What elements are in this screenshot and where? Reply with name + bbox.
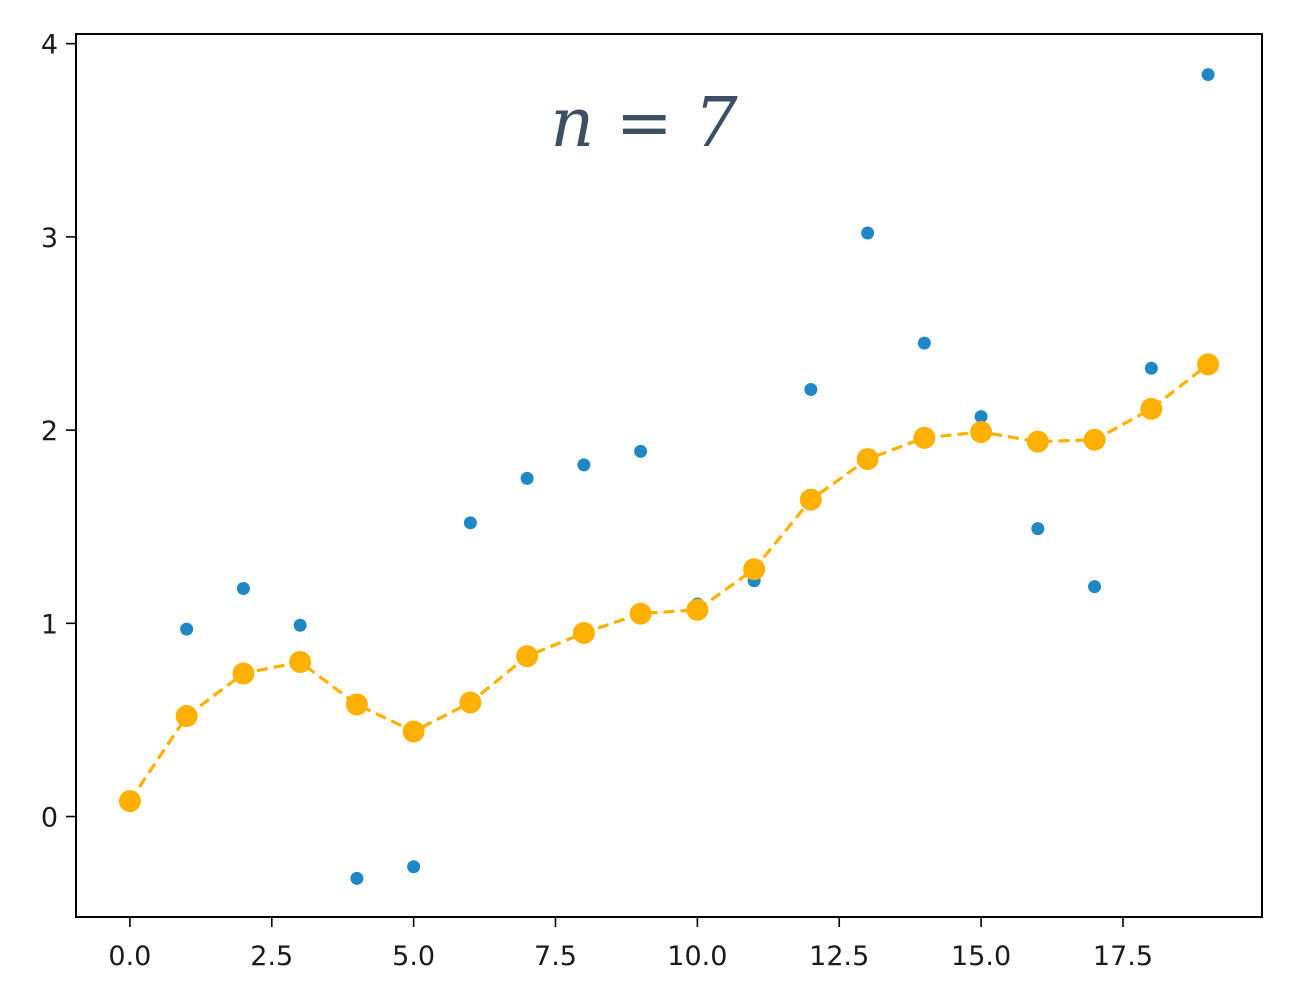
scatter-point: [407, 860, 421, 874]
smoothed-marker: [289, 650, 312, 673]
y-tick-label: 2: [41, 416, 58, 447]
scatter-point: [1031, 522, 1045, 536]
smoothed-marker: [572, 621, 595, 644]
smoothed-marker: [118, 790, 141, 813]
scatter-point: [180, 622, 194, 636]
scatter-point: [861, 226, 875, 240]
smoothed-marker: [1026, 430, 1049, 453]
smoothed-marker: [970, 421, 993, 444]
smoothed-marker: [799, 488, 822, 511]
smoothed-marker: [232, 662, 255, 685]
x-tick-label: 15.0: [951, 941, 1011, 972]
smoothed-marker: [1197, 353, 1220, 376]
smoothed-marker: [913, 426, 936, 449]
scatter-point: [1201, 68, 1215, 82]
scatter-point: [804, 383, 818, 397]
scatter-point: [350, 871, 364, 885]
x-tick-label: 2.5: [250, 941, 293, 972]
x-tick-label: 10.0: [667, 941, 727, 972]
scatter-point: [463, 516, 477, 530]
y-tick-label: 1: [41, 609, 58, 640]
smoothed-marker: [516, 645, 539, 668]
smoothed-marker: [402, 720, 425, 743]
x-tick-label: 7.5: [534, 941, 577, 972]
y-axis: 0 1 2 3 4: [41, 30, 76, 834]
smoothed-marker: [175, 705, 198, 728]
x-tick-label: 17.5: [1093, 941, 1153, 972]
series-layer: [118, 68, 1220, 885]
scatter-point: [974, 410, 988, 424]
plot-frame: [75, 33, 1263, 918]
scatter-point: [1144, 361, 1158, 375]
annotation-label: n = 7: [550, 84, 738, 163]
x-tick-label: 5.0: [392, 941, 435, 972]
x-tick-label: 0.0: [108, 941, 151, 972]
x-axis: 0.0 2.5 5.0 7.5 10.0 12.5 15.0 17.5: [108, 917, 1153, 972]
scatter-point: [236, 582, 250, 596]
smoothed-marker: [1140, 397, 1163, 420]
scatter-point: [1088, 580, 1102, 594]
x-tick-label: 12.5: [809, 941, 869, 972]
y-tick-label: 3: [41, 223, 58, 254]
y-tick-label: 4: [41, 30, 58, 61]
smoothed-marker: [629, 602, 652, 625]
scatter-point: [520, 471, 534, 485]
smoothed-marker: [743, 558, 766, 581]
scatter-point: [634, 444, 648, 458]
y-tick-label: 0: [41, 803, 58, 834]
scatter-point: [577, 458, 591, 472]
scatter-point: [917, 336, 931, 350]
smoothed-marker: [856, 448, 879, 471]
smoothed-marker: [345, 693, 368, 716]
smoothed-marker: [686, 598, 709, 621]
smoothed-marker: [459, 691, 482, 714]
scatter-point: [293, 618, 307, 632]
smoothed-marker: [1083, 428, 1106, 451]
